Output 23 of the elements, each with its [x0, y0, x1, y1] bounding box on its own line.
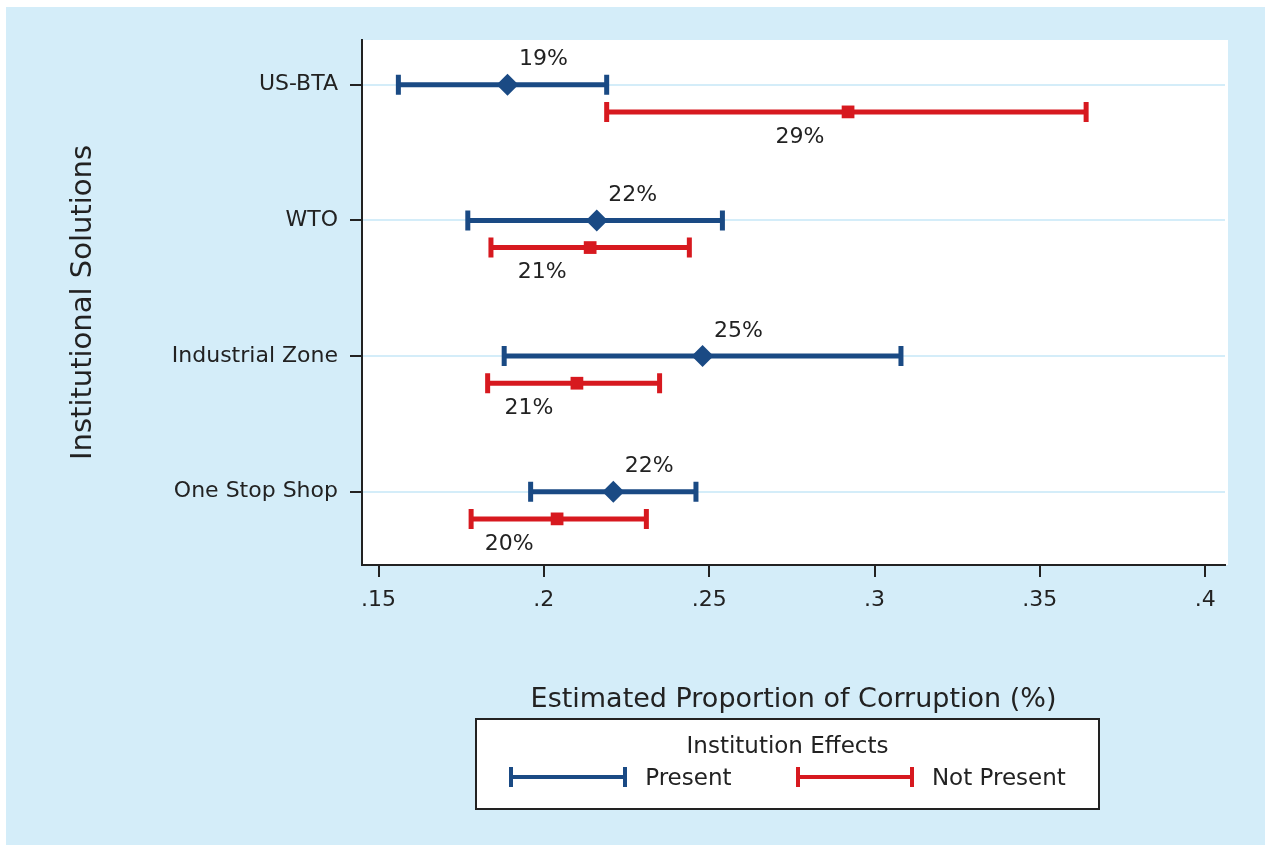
x-tick-label: .3	[864, 585, 886, 611]
data-label: 20%	[484, 529, 534, 555]
y-tick-label: One Stop Shop	[173, 477, 338, 503]
legend-label: Present	[645, 764, 732, 790]
legend-title: Institution Effects	[685, 732, 890, 758]
x-axis-title: Estimated Proportion of Corruption (%)	[530, 681, 1057, 713]
data-label: 25%	[714, 316, 764, 342]
x-tick-label: .35	[1022, 585, 1058, 611]
y-tick-label: US-BTA	[258, 70, 338, 96]
y-tick-label: Industrial Zone	[171, 341, 338, 367]
data-label: 19%	[519, 45, 568, 71]
x-tick-label: .2	[533, 585, 555, 611]
data-label: 29%	[775, 122, 825, 148]
legend-label: Not Present	[931, 764, 1066, 790]
data-label: 21%	[517, 258, 567, 284]
y-tick-label: WTO	[285, 206, 338, 232]
x-tick-label: .15	[361, 585, 397, 611]
x-tick-label: .25	[691, 585, 727, 611]
y-axis-title: Institutional Solutions	[63, 144, 98, 461]
data-label: 21%	[504, 393, 554, 419]
data-label: 22%	[608, 181, 658, 207]
data-label: 22%	[624, 452, 674, 478]
x-tick-label: .4	[1194, 585, 1216, 611]
